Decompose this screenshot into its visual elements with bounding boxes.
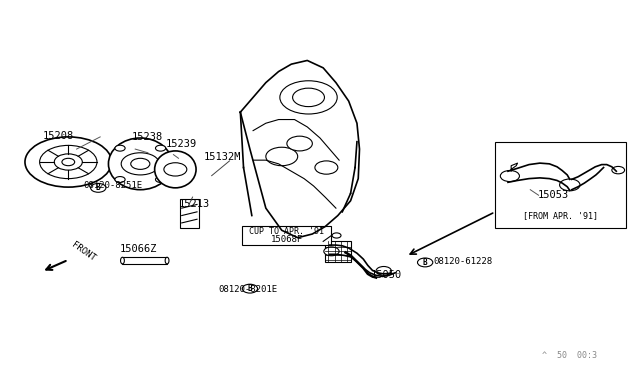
Text: 15132M: 15132M [204, 152, 241, 162]
Circle shape [121, 153, 159, 175]
Circle shape [25, 137, 111, 187]
Text: FRONT: FRONT [70, 240, 97, 263]
Circle shape [91, 183, 106, 192]
Circle shape [280, 81, 337, 114]
Circle shape [612, 166, 625, 174]
Text: 15066Z: 15066Z [120, 244, 157, 254]
Text: 15213: 15213 [179, 199, 210, 209]
Circle shape [164, 163, 187, 176]
Circle shape [115, 145, 125, 151]
Circle shape [315, 161, 338, 174]
Text: B: B [248, 284, 252, 293]
Circle shape [131, 158, 150, 169]
Bar [495, 142, 626, 228]
Bar [180, 199, 199, 228]
Circle shape [500, 170, 520, 182]
Circle shape [287, 136, 312, 151]
Circle shape [156, 177, 166, 182]
Circle shape [54, 154, 83, 170]
Text: 15050: 15050 [371, 270, 402, 280]
Text: 08120-8251E: 08120-8251E [83, 182, 142, 190]
Text: 08120-8201E: 08120-8201E [218, 285, 277, 294]
Text: 08120-61228: 08120-61228 [433, 257, 493, 266]
Circle shape [417, 258, 433, 267]
Bar [325, 241, 351, 262]
Text: 15053: 15053 [538, 190, 569, 200]
Circle shape [62, 158, 75, 166]
Text: 15239: 15239 [166, 139, 197, 149]
Ellipse shape [108, 138, 172, 190]
Circle shape [332, 233, 341, 238]
Ellipse shape [165, 257, 169, 264]
Circle shape [156, 145, 166, 151]
Text: [FROM APR. '91]: [FROM APR. '91] [523, 211, 598, 220]
Text: 15238: 15238 [132, 132, 163, 142]
Circle shape [559, 179, 580, 191]
Circle shape [376, 266, 392, 275]
Circle shape [266, 147, 298, 166]
Text: 15068F: 15068F [271, 235, 303, 244]
Circle shape [40, 145, 97, 179]
Text: ^  50  00:3: ^ 50 00:3 [542, 351, 597, 360]
Text: CUP TO APR. '91: CUP TO APR. '91 [250, 227, 324, 236]
Circle shape [243, 284, 257, 293]
Ellipse shape [120, 257, 124, 264]
Text: 15208: 15208 [43, 131, 74, 141]
Circle shape [115, 177, 125, 182]
Text: B: B [423, 258, 428, 267]
Text: B: B [96, 183, 100, 192]
Circle shape [324, 247, 339, 256]
Ellipse shape [155, 151, 196, 188]
Bar [122, 257, 167, 263]
Circle shape [292, 88, 324, 107]
Bar [243, 226, 332, 245]
